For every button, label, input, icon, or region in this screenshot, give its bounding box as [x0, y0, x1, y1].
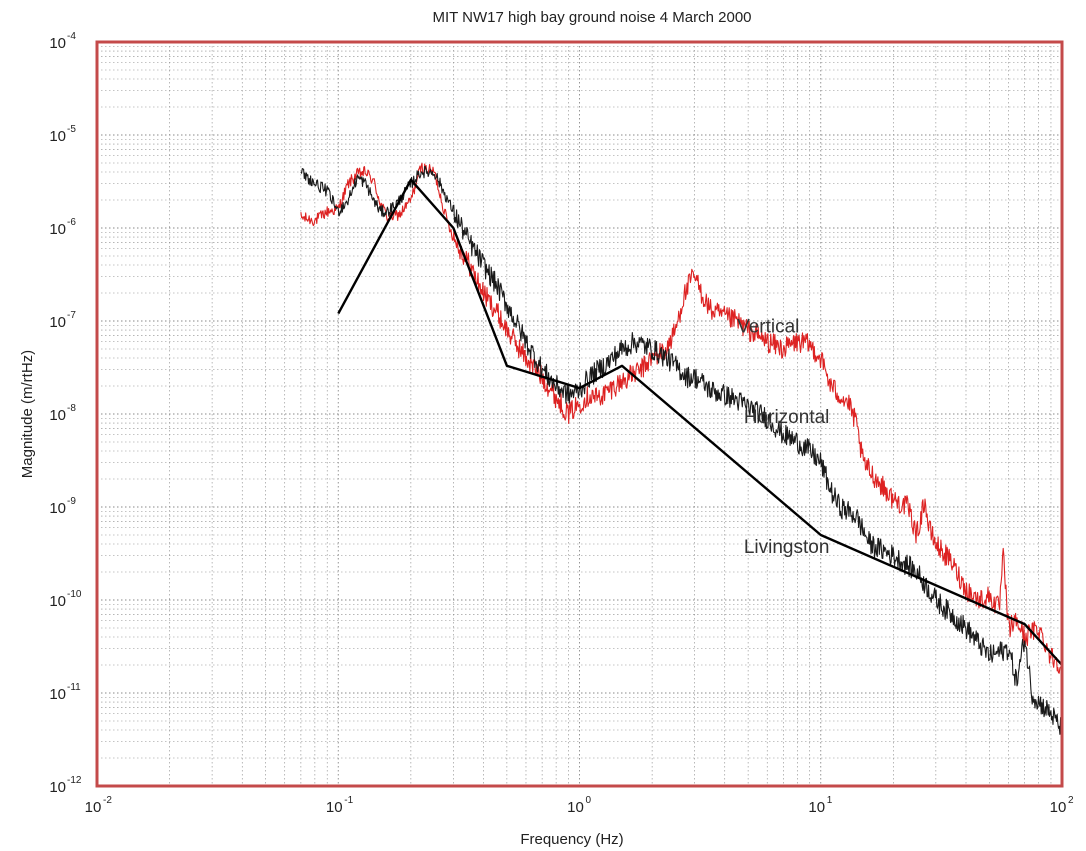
y-tick-label: 10	[49, 500, 66, 517]
chart-title: MIT NW17 high bay ground noise 4 March 2…	[432, 9, 751, 26]
x-tick-exponent: 2	[1068, 795, 1074, 806]
series-group	[300, 162, 1063, 740]
y-tick-exponent: -4	[67, 31, 76, 42]
grid	[97, 42, 1062, 786]
x-tick-label: 10	[808, 799, 825, 816]
x-tick-exponent: 1	[827, 795, 833, 806]
x-tick-label: 10	[567, 799, 584, 816]
y-tick-label: 10	[49, 779, 66, 796]
tick-labels: 10 -2 10 -1 10 0 10 1 10 210 -410 -510 -610 -710 -810-…	[49, 31, 1074, 816]
y-tick-label: 10	[49, 35, 66, 52]
x-tick-label: 10	[85, 799, 102, 816]
y-tick-exponent: -8	[67, 403, 76, 414]
series-line-livingston	[337, 178, 1063, 666]
y-tick-label: 10	[49, 686, 66, 703]
series-line-horizontal	[300, 165, 1063, 740]
y-tick-label: 10	[49, 221, 66, 238]
y-tick-exponent: -10	[67, 589, 82, 600]
x-tick-exponent: 0	[586, 795, 592, 806]
x-tick-label: 10	[1050, 799, 1067, 816]
y-tick-label: 10	[49, 593, 66, 610]
annotation-horizontal: Horizontal	[744, 407, 830, 428]
y-tick-label: 10	[49, 314, 66, 331]
x-tick-exponent: -2	[103, 795, 112, 806]
y-tick-label: 10	[49, 128, 66, 145]
y-tick-exponent: -9	[67, 496, 76, 507]
annotations: Vertical Horizontal Livingston	[737, 317, 829, 558]
y-tick-exponent: -6	[67, 217, 76, 228]
y-tick-exponent: -11	[67, 682, 81, 693]
x-axis-label: Frequency (Hz)	[520, 831, 623, 848]
x-tick-label: 10	[326, 799, 343, 816]
y-tick-exponent: -5	[67, 124, 76, 135]
y-axis-label: Magnitude (m/rtHz)	[19, 350, 36, 478]
plot-frame	[95, 40, 1064, 788]
x-tick-exponent: -1	[344, 795, 353, 806]
y-tick-exponent: -7	[67, 310, 76, 321]
y-tick-label: 10	[49, 407, 66, 424]
y-tick-exponent: -12	[67, 775, 82, 786]
annotation-livingston: Livingston	[744, 537, 830, 558]
annotation-vertical: Vertical	[737, 317, 799, 338]
